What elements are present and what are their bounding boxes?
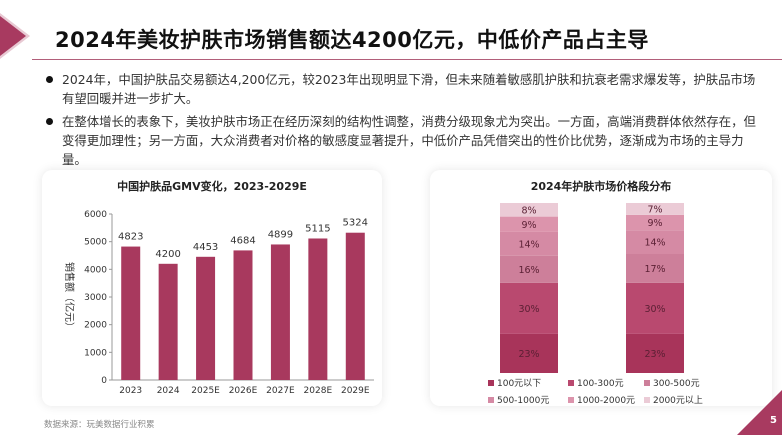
price-chart-card: 2024年护肤市场价格段分布 23% 30% 16% 14% 9% 8% 23% 30% 17%… (430, 170, 772, 406)
legend-label: 2000元以上 (653, 396, 703, 406)
segment-label: 9% (647, 218, 662, 229)
x-tick-label: 2027E (266, 386, 295, 396)
segment-label: 23% (644, 349, 665, 360)
legend-item: 100元以下 (488, 376, 568, 389)
segment-label: 16% (518, 265, 539, 276)
legend-label: 100元以下 (497, 379, 542, 389)
stack-segment (500, 203, 558, 217)
title-divider (32, 59, 782, 60)
legend-item: 500-1000元 (488, 393, 568, 406)
segment-label: 7% (647, 204, 662, 215)
stack-segment (500, 216, 558, 232)
segment-label: 23% (518, 349, 539, 360)
stack-segment (626, 230, 684, 254)
bar (158, 263, 178, 380)
page-title: 2024年美妆护肤市场销售额达4200亿元，中低价产品占主导 (55, 28, 649, 52)
bullet-item: 在整体增长的表象下，美妆护肤市场正在经历深刻的结构性调整，消费分级现象尤为突出。… (46, 112, 766, 169)
segment-label: 30% (644, 304, 665, 315)
legend-item: 100-300元 (568, 376, 644, 389)
legend-label: 300-500元 (653, 379, 700, 389)
y-tick-label: 2000 (84, 321, 107, 331)
data-label: 4899 (268, 229, 293, 240)
data-label: 4823 (118, 232, 143, 243)
stack-segment (626, 203, 684, 215)
page-corner (737, 390, 782, 435)
bullet-item: 2024年，中国护肤品交易额达4,200亿元，较2023年出现明显下滑，但未来随… (46, 70, 766, 108)
y-tick-label: 5000 (84, 238, 107, 248)
segment-label: 9% (521, 220, 536, 231)
y-tick-label: 3000 (84, 293, 107, 303)
legend-item: 2000元以上 (644, 393, 724, 406)
x-tick-label: 2024 (157, 386, 180, 396)
stack-segment (626, 282, 684, 334)
segment-label: 14% (644, 238, 665, 249)
stack-segment (626, 333, 684, 373)
bar (345, 232, 365, 380)
data-label: 4200 (155, 249, 180, 260)
bar (270, 244, 290, 380)
logo-triangle (0, 16, 26, 56)
y-tick-label: 4000 (84, 265, 107, 275)
x-tick-label: 2026E (229, 386, 258, 396)
segment-label: 17% (644, 264, 665, 275)
data-label: 5324 (343, 218, 368, 229)
chart-title: 2024年护肤市场价格段分布 (530, 180, 672, 193)
segment-label: 30% (518, 304, 539, 315)
page-number: 5 (770, 415, 777, 426)
bar (233, 250, 253, 380)
legend-label: 1000-2000元 (577, 396, 636, 406)
bar (308, 238, 328, 380)
bar (121, 246, 141, 380)
bar (196, 256, 216, 380)
price-stacked-chart: 23% 30% 16% 14% 9% 8% 23% 30% 17% 14% 9% 7% (500, 203, 684, 373)
stack-segment (500, 282, 558, 334)
x-tick-label: 2023 (119, 386, 142, 396)
y-tick-label: 1000 (84, 348, 107, 358)
segment-label: 8% (521, 205, 536, 216)
stack-segment (500, 333, 558, 373)
y-tick-label: 6000 (84, 210, 107, 220)
legend-label: 500-1000元 (497, 396, 550, 406)
stack-segment (500, 255, 558, 283)
legend-item: 1000-2000元 (568, 393, 644, 406)
x-tick-label: 2029E (341, 386, 370, 396)
y-tick-label: 0 (101, 376, 107, 386)
legend-swatch (488, 397, 494, 403)
legend-item: 300-500元 (644, 376, 724, 389)
legend-swatch (644, 380, 650, 386)
gmv-chart-card: 中国护肤品GMV变化，2023-2029E 0 1000 2000 3000 4000 5… (42, 170, 382, 406)
gmv-bar-chart: 0 1000 2000 3000 4000 5000 6000 销售额（亿元） 4823 2023… (63, 210, 374, 396)
x-tick-label: 2025E (191, 386, 220, 396)
stack-segment (626, 214, 684, 231)
x-tick-label: 2028E (304, 386, 333, 396)
bullet-list: 2024年，中国护肤品交易额达4,200亿元，较2023年出现明显下滑，但未来随… (46, 70, 766, 173)
stack-segment (500, 231, 558, 256)
legend-swatch (488, 380, 494, 386)
segment-label: 14% (518, 239, 539, 250)
stack-segment (626, 254, 684, 283)
y-axis-label: 销售额（亿元） (63, 262, 76, 332)
legend-label: 100-300元 (577, 379, 624, 389)
data-label: 5115 (305, 223, 330, 234)
legend-swatch (644, 397, 650, 403)
data-label: 4453 (193, 242, 218, 253)
data-label: 4684 (230, 235, 255, 246)
source-note: 数据来源：玩美数据行业积累 (44, 420, 155, 430)
legend: 100元以下 100-300元 300-500元 500-1000元 1000-2000… (488, 376, 724, 406)
legend-swatch (568, 397, 574, 403)
legend-swatch (568, 380, 574, 386)
chart-title: 中国护肤品GMV变化，2023-2029E (117, 180, 307, 193)
